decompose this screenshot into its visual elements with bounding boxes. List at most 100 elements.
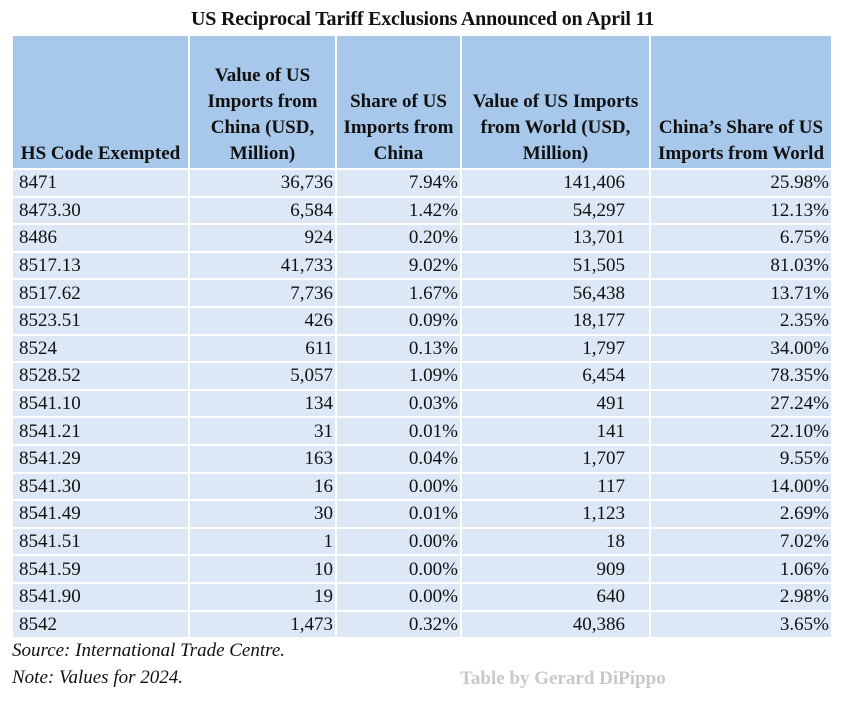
hs-code-cell: 8528.52: [11, 361, 190, 391]
share-china-cell: 1.42%: [335, 195, 462, 226]
value-world-cell: 51,505: [460, 250, 651, 281]
table-row: 8473.30 6,584 1.42% 54,297 12.13%: [11, 195, 833, 226]
share-china-cell: 1.09%: [335, 361, 462, 391]
share-china-cell: 0.00%: [335, 581, 462, 612]
share-china-cell: 0.00%: [335, 526, 462, 557]
header-value-china: Value of US Imports from China (USD, Mil…: [188, 34, 337, 170]
value-china-cell: 163: [188, 443, 337, 474]
value-china-cell: 924: [188, 223, 337, 253]
header-china-share-world: China’s Share of US Imports from World: [649, 34, 833, 170]
table-row: 8471 36,736 7.94% 141,406 25.98%: [11, 168, 833, 198]
value-world-cell: 54,297: [460, 195, 651, 226]
value-china-cell: 1,473: [188, 609, 337, 640]
table-row: 8486 924 0.20% 13,701 6.75%: [11, 223, 833, 253]
value-world-cell: 491: [460, 388, 651, 419]
value-china-cell: 7,736: [188, 278, 337, 308]
value-world-cell: 640: [460, 581, 651, 612]
table-row: 8517.13 41,733 9.02% 51,505 81.03%: [11, 250, 833, 281]
table-row: 8517.62 7,736 1.67% 56,438 13.71%: [11, 278, 833, 308]
china-share-world-cell: 9.55%: [649, 443, 833, 474]
hs-code-cell: 8541.10: [11, 388, 190, 419]
value-china-cell: 5,057: [188, 361, 337, 391]
source-note: Source: International Trade Centre.: [12, 640, 286, 661]
table-row: 8542 1,473 0.32% 40,386 3.65%: [11, 609, 833, 640]
header-hs-code: HS Code Exempted: [11, 34, 190, 170]
value-china-cell: 426: [188, 305, 337, 336]
value-china-cell: 611: [188, 333, 337, 364]
china-share-world-cell: 81.03%: [649, 250, 833, 281]
table-row: 8541.21 31 0.01% 141 22.10%: [11, 416, 833, 446]
china-share-world-cell: 1.06%: [649, 554, 833, 584]
china-share-world-cell: 25.98%: [649, 168, 833, 198]
share-china-cell: 9.02%: [335, 250, 462, 281]
value-world-cell: 13,701: [460, 223, 651, 253]
hs-code-cell: 8541.49: [11, 499, 190, 529]
header-row: HS Code Exempted Value of US Imports fro…: [11, 34, 833, 170]
china-share-world-cell: 27.24%: [649, 388, 833, 419]
hs-code-cell: 8541.29: [11, 443, 190, 474]
table-row: 8541.30 16 0.00% 117 14.00%: [11, 471, 833, 502]
share-china-cell: 0.00%: [335, 554, 462, 584]
hs-code-cell: 8524: [11, 333, 190, 364]
value-china-cell: 16: [188, 471, 337, 502]
values-note: Note: Values for 2024.: [12, 667, 183, 688]
china-share-world-cell: 13.71%: [649, 278, 833, 308]
china-share-world-cell: 2.98%: [649, 581, 833, 612]
table-row: 8541.10 134 0.03% 491 27.24%: [11, 388, 833, 419]
table-credit: Table by Gerard DiPippo: [460, 668, 666, 689]
value-world-cell: 18: [460, 526, 651, 557]
table-row: 8523.51 426 0.09% 18,177 2.35%: [11, 305, 833, 336]
hs-code-cell: 8523.51: [11, 305, 190, 336]
hs-code-cell: 8541.51: [11, 526, 190, 557]
value-world-cell: 18,177: [460, 305, 651, 336]
value-china-cell: 10: [188, 554, 337, 584]
hs-code-cell: 8541.30: [11, 471, 190, 502]
value-world-cell: 56,438: [460, 278, 651, 308]
share-china-cell: 0.32%: [335, 609, 462, 640]
table-row: 8524 611 0.13% 1,797 34.00%: [11, 333, 833, 364]
share-china-cell: 0.03%: [335, 388, 462, 419]
tariff-exclusions-table: HS Code Exempted Value of US Imports fro…: [11, 34, 833, 640]
china-share-world-cell: 6.75%: [649, 223, 833, 253]
table-row: 8528.52 5,057 1.09% 6,454 78.35%: [11, 361, 833, 391]
header-share-china: Share of US Imports from China: [335, 34, 462, 170]
value-china-cell: 31: [188, 416, 337, 446]
hs-code-cell: 8541.90: [11, 581, 190, 612]
value-china-cell: 6,584: [188, 195, 337, 226]
hs-code-cell: 8471: [11, 168, 190, 198]
value-china-cell: 134: [188, 388, 337, 419]
value-china-cell: 41,733: [188, 250, 337, 281]
hs-code-cell: 8541.59: [11, 554, 190, 584]
value-world-cell: 40,386: [460, 609, 651, 640]
table-title: US Reciprocal Tariff Exclusions Announce…: [190, 8, 654, 30]
hs-code-cell: 8473.30: [11, 195, 190, 226]
table-row: 8541.90 19 0.00% 640 2.98%: [11, 581, 833, 612]
value-world-cell: 141: [460, 416, 651, 446]
china-share-world-cell: 2.69%: [649, 499, 833, 529]
table-row: 8541.51 1 0.00% 18 7.02%: [11, 526, 833, 557]
share-china-cell: 1.67%: [335, 278, 462, 308]
value-china-cell: 19: [188, 581, 337, 612]
hs-code-cell: 8517.13: [11, 250, 190, 281]
china-share-world-cell: 12.13%: [649, 195, 833, 226]
china-share-world-cell: 22.10%: [649, 416, 833, 446]
table-row: 8541.29 163 0.04% 1,707 9.55%: [11, 443, 833, 474]
share-china-cell: 0.01%: [335, 499, 462, 529]
value-china-cell: 30: [188, 499, 337, 529]
value-china-cell: 36,736: [188, 168, 337, 198]
china-share-world-cell: 14.00%: [649, 471, 833, 502]
hs-code-cell: 8517.62: [11, 278, 190, 308]
china-share-world-cell: 34.00%: [649, 333, 833, 364]
value-world-cell: 909: [460, 554, 651, 584]
value-world-cell: 1,707: [460, 443, 651, 474]
header-value-world: Value of US Imports from World (USD, Mil…: [460, 34, 651, 170]
value-world-cell: 6,454: [460, 361, 651, 391]
china-share-world-cell: 2.35%: [649, 305, 833, 336]
value-world-cell: 141,406: [460, 168, 651, 198]
china-share-world-cell: 7.02%: [649, 526, 833, 557]
hs-code-cell: 8486: [11, 223, 190, 253]
share-china-cell: 0.04%: [335, 443, 462, 474]
share-china-cell: 0.20%: [335, 223, 462, 253]
hs-code-cell: 8541.21: [11, 416, 190, 446]
share-china-cell: 0.01%: [335, 416, 462, 446]
